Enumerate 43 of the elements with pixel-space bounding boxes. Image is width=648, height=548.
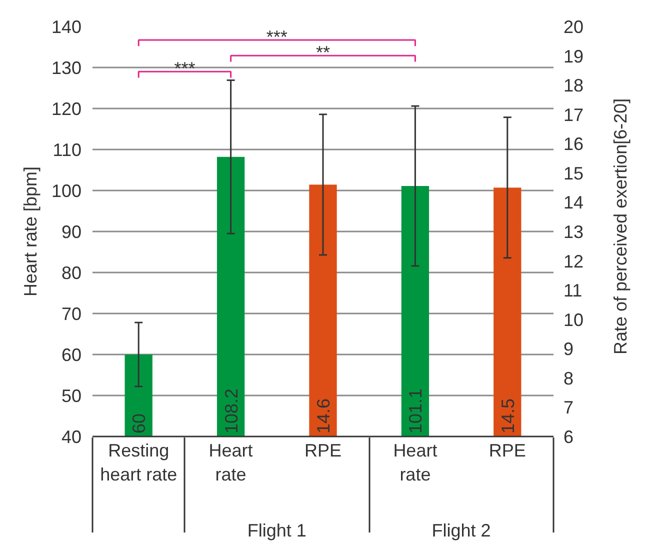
data-label: 14.6: [314, 398, 334, 434]
y2-tick-label: 16: [564, 134, 584, 154]
data-label: 101.1: [406, 388, 426, 434]
y2-tick-label: 8: [564, 368, 574, 388]
data-label: 60: [129, 413, 150, 434]
y-tick-label: 140: [51, 17, 82, 37]
data-label: 108.2: [221, 388, 242, 434]
y2-tick-label: 6: [564, 427, 574, 447]
x-tick-label: RPE: [304, 440, 342, 460]
annotation: ***: [266, 27, 288, 48]
y-tick-label: 120: [51, 99, 82, 119]
y2-tick-label: 20: [564, 17, 584, 37]
annotation: **: [316, 42, 330, 63]
y-tick-label: 80: [61, 263, 82, 283]
y-tick-label: 50: [61, 386, 82, 406]
x-tick-label: Resting heart rate: [100, 440, 178, 484]
y2-tick-label: 7: [564, 398, 574, 418]
y2-tick-label: 19: [564, 46, 584, 66]
text: Flight 1: [247, 520, 306, 540]
x-tick-label: RPE: [488, 440, 526, 460]
y2-tick-label: 9: [564, 339, 574, 360]
y-tick-label: 60: [61, 345, 82, 365]
y-tick-label: 100: [51, 181, 82, 201]
y2-tick-label: 10: [564, 310, 584, 330]
y2-tick-label: 18: [564, 76, 584, 96]
y2-tick-label: 17: [564, 104, 584, 125]
y2-tick-label: 15: [564, 163, 584, 184]
y2-tick-label: 13: [564, 222, 584, 242]
text: Flight 2: [432, 520, 491, 540]
y-tick-label: 130: [51, 58, 82, 78]
y2-tick-label: 12: [564, 251, 584, 272]
x-tick-label: Heart rate: [208, 440, 253, 484]
annotation: ***: [174, 58, 196, 79]
data-label: 14.5: [498, 398, 518, 434]
y2-tick-label: 11: [564, 280, 582, 301]
y-axis-title: Heart rate [bpm]: [20, 166, 40, 297]
x-tick-label: Heart rate: [393, 440, 438, 484]
y2-tick-label: 14: [564, 192, 584, 213]
y2-axis-title: Rate of perceived exertion[6-20]: [610, 98, 630, 354]
y-tick-label: 40: [61, 427, 82, 447]
y-tick-label: 70: [61, 304, 82, 324]
y-tick-label: 90: [61, 222, 82, 242]
y-tick-label: 110: [52, 140, 82, 160]
